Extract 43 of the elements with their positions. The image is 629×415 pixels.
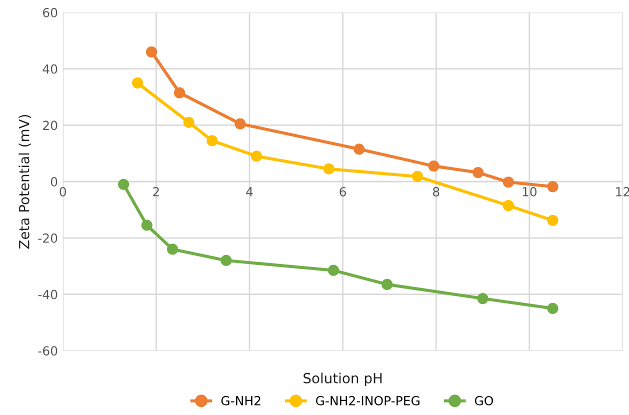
point: [382, 278, 393, 290]
y-tick-label: -60: [38, 346, 58, 356]
point: [502, 176, 514, 188]
point: [220, 254, 232, 266]
y-tick-label: -40: [38, 290, 58, 300]
x-tick-label: 2: [153, 187, 159, 196]
point: [502, 200, 514, 212]
x-tick-label: 6: [340, 187, 346, 196]
point: [234, 118, 246, 130]
point: [477, 292, 488, 304]
x-axis-title: Solution pH: [304, 372, 382, 386]
point: [206, 135, 218, 146]
point: [141, 220, 152, 231]
point: [354, 144, 365, 155]
y-tick-label: 40: [42, 64, 58, 74]
x-tick-label: 12: [616, 187, 629, 196]
x-tick-label: 0: [60, 187, 66, 196]
point: [146, 46, 158, 58]
point: [547, 181, 558, 192]
point: [166, 244, 178, 255]
x-tick-label: 10: [522, 187, 537, 196]
y-tick-label: 20: [43, 120, 58, 130]
point: [183, 116, 194, 128]
legend-label: G-NH2: [221, 396, 260, 406]
legend-label: G-NH2-INOP-PEG: [316, 396, 420, 406]
y-tick-label: -20: [38, 233, 58, 243]
point: [323, 163, 334, 174]
x-tick-label: 4: [246, 187, 253, 196]
y-axis-title: Zeta Potential (mV): [18, 114, 32, 249]
point: [547, 214, 558, 226]
point: [472, 166, 484, 178]
point: [547, 302, 558, 314]
point: [328, 264, 340, 276]
point: [174, 87, 186, 98]
point: [118, 178, 130, 190]
x-tick-label: 8: [432, 187, 440, 196]
point: [132, 77, 144, 88]
y-tick-label: 60: [43, 8, 58, 18]
legend-label: GO: [474, 396, 494, 406]
point: [428, 160, 440, 172]
point: [412, 170, 423, 182]
point: [250, 150, 262, 162]
y-tick-label: 0: [50, 177, 58, 186]
